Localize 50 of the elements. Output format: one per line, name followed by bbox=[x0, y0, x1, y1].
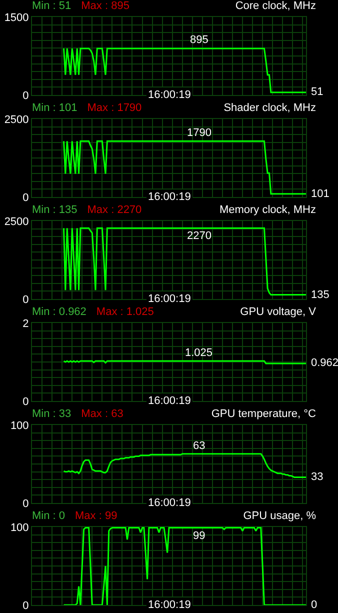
chart-title: GPU voltage, V bbox=[240, 306, 316, 318]
annotation: 895 bbox=[190, 34, 208, 46]
y-tick-label: 2 bbox=[22, 318, 29, 330]
text: 0 bbox=[311, 599, 318, 611]
text: Max : 895 bbox=[81, 0, 130, 12]
y-tick-label: 0 bbox=[22, 600, 29, 612]
annotation: 1790 bbox=[187, 127, 212, 139]
text: Min : 101 bbox=[32, 102, 78, 114]
text: Min : 0.962 bbox=[32, 306, 86, 318]
annotation: 63 bbox=[193, 440, 206, 452]
chart-title: Core clock, MHz bbox=[235, 0, 316, 12]
text: Max : 2270 bbox=[87, 204, 142, 216]
y-tick-label: 2500 bbox=[4, 114, 29, 126]
y-tick-label: 0 bbox=[22, 192, 29, 204]
annotation: 16:00:19 bbox=[148, 497, 191, 509]
text: 135 bbox=[311, 289, 330, 301]
chart-title: GPU temperature, °C bbox=[211, 408, 316, 420]
text: 0.962 bbox=[311, 357, 338, 369]
annotation: 2270 bbox=[187, 230, 212, 242]
y-tick-label: 0 bbox=[22, 90, 29, 102]
annotation: 16:00:19 bbox=[148, 293, 191, 305]
line-series bbox=[62, 453, 306, 478]
y-tick-label: 0 bbox=[22, 498, 29, 510]
text: Max : 1790 bbox=[87, 102, 142, 114]
text: Min : 51 bbox=[32, 0, 72, 12]
annotation: 1.025 bbox=[185, 347, 213, 359]
annotation: 16:00:19 bbox=[148, 599, 191, 611]
y-tick-label: 0 bbox=[22, 396, 29, 408]
text: Max : 1.025 bbox=[96, 306, 154, 318]
annotation: 16:00:19 bbox=[148, 395, 191, 407]
annotation: 16:00:19 bbox=[148, 89, 191, 101]
y-tick-label: 100 bbox=[10, 522, 29, 534]
chart-title: Memory clock, MHz bbox=[219, 204, 316, 216]
annotation: 16:00:19 bbox=[148, 191, 191, 203]
chart-title: Shader clock, MHz bbox=[224, 102, 316, 114]
y-tick-label: 0 bbox=[22, 294, 29, 306]
chart-title: GPU usage, % bbox=[243, 510, 316, 522]
y-tick-label: 100 bbox=[10, 420, 29, 432]
text: Min : 0 bbox=[32, 510, 66, 522]
text: 101 bbox=[311, 188, 330, 200]
text: Max : 63 bbox=[81, 408, 124, 420]
y-tick-label: 1500 bbox=[4, 12, 29, 24]
text: Max : 99 bbox=[75, 510, 118, 522]
text: Min : 33 bbox=[32, 408, 72, 420]
text: Min : 135 bbox=[32, 204, 78, 216]
annotation: 99 bbox=[193, 530, 206, 542]
text: 51 bbox=[311, 86, 324, 98]
y-tick-label: 2500 bbox=[4, 216, 29, 228]
line-series bbox=[62, 227, 306, 296]
text: 33 bbox=[311, 471, 324, 483]
